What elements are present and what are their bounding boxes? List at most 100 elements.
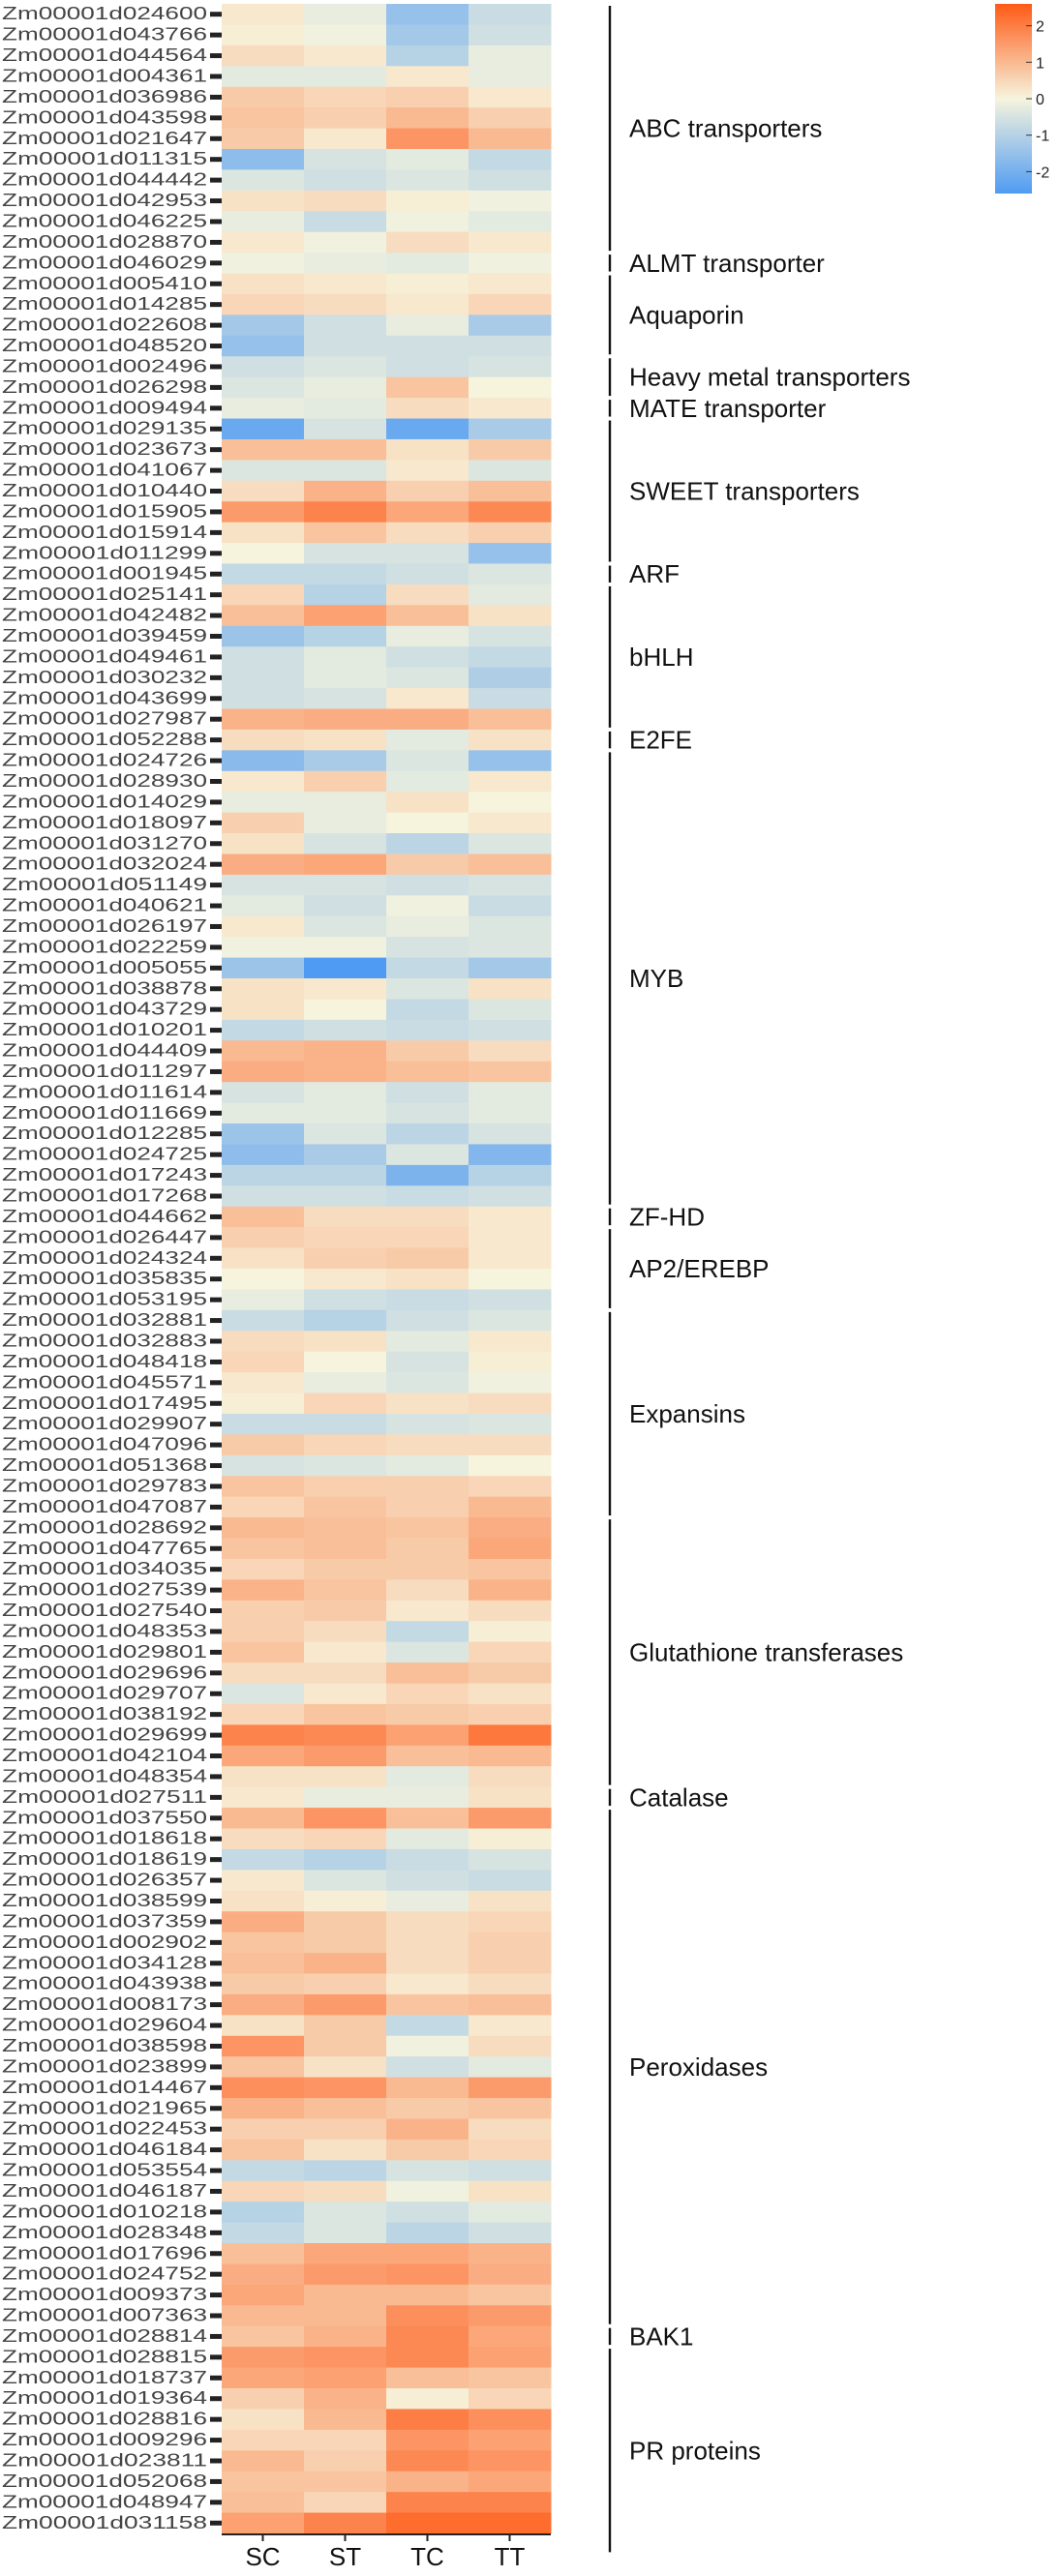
row-label: Zm00001d049461 (2, 645, 207, 666)
heatmap-cell (469, 1870, 552, 1892)
heatmap-cell (469, 1019, 552, 1041)
heatmap-cell (386, 2077, 469, 2099)
row-tick (210, 2106, 222, 2112)
heatmap-cell (304, 1351, 387, 1373)
heatmap-cell (386, 2305, 469, 2327)
heatmap-cell (304, 625, 387, 647)
heatmap-cell (386, 2180, 469, 2202)
heatmap-cell (304, 480, 387, 502)
heatmap-cell (469, 770, 552, 793)
heatmap-cell (386, 605, 469, 627)
row-tick (210, 778, 222, 784)
heatmap-cell (304, 2388, 387, 2410)
heatmap-cell (469, 1600, 552, 1622)
row-tick (210, 883, 222, 888)
heatmap-cell (222, 1227, 305, 1249)
row-label: Zm00001d028692 (2, 1516, 207, 1537)
colorbar-tick-label: -2 (1036, 165, 1049, 181)
heatmap-cell (304, 2015, 387, 2037)
heatmap-cell (304, 770, 387, 793)
heatmap-cell (304, 1621, 387, 1643)
heatmap-cell (469, 2098, 552, 2119)
heatmap-cell (386, 1454, 469, 1477)
heatmap-cell (386, 646, 469, 669)
row-label: Zm00001d047765 (2, 1538, 207, 1558)
row-label: Zm00001d028930 (2, 770, 207, 791)
row-label: Zm00001d038192 (2, 1703, 207, 1723)
heatmap-cell (222, 148, 305, 170)
row-label: Zm00001d029707 (2, 1683, 207, 1703)
row-tick (210, 2313, 222, 2319)
heatmap-cell (304, 999, 387, 1021)
heatmap-cell (386, 563, 469, 585)
heatmap-cell (222, 2056, 305, 2079)
heatmap-cell (304, 1227, 387, 1249)
row-tick (210, 2251, 222, 2257)
heatmap-cell (304, 2056, 387, 2079)
heatmap-cell (222, 2512, 305, 2534)
heatmap-cell (469, 1662, 552, 1685)
heatmap-cell (386, 1890, 469, 1912)
heatmap-cell (222, 2388, 305, 2410)
row-tick (210, 322, 222, 328)
heatmap-cell (386, 2035, 469, 2057)
row-tick (210, 2022, 222, 2028)
heatmap-cell (469, 1082, 552, 1104)
row-tick (210, 1753, 222, 1759)
row-label: Zm00001d046187 (2, 2180, 207, 2201)
heatmap-cell (469, 584, 552, 606)
row-label: Zm00001d046184 (2, 2139, 207, 2159)
row-tick (210, 634, 222, 639)
heatmap-cell (304, 1870, 387, 1892)
heatmap-cell (469, 999, 552, 1021)
heatmap-cell (222, 460, 305, 482)
row-label: Zm00001d027511 (2, 1786, 207, 1807)
heatmap-cell (386, 1372, 469, 1394)
heatmap-cell (304, 2180, 387, 2202)
heatmap-cell (304, 729, 387, 751)
heatmap-cell (386, 895, 469, 917)
heatmap-cell (386, 438, 469, 461)
heatmap-cell (469, 1683, 552, 1705)
heatmap-cell (469, 2202, 552, 2224)
heatmap-cell (304, 2512, 387, 2534)
heatmap-cell (222, 1953, 305, 1974)
heatmap-cell (386, 2492, 469, 2514)
row-tick (210, 2188, 222, 2194)
group-label: SWEET transporters (629, 477, 860, 506)
group-label: ZF-HD (629, 1202, 705, 1231)
heatmap-cell (386, 1538, 469, 1560)
row-tick (210, 592, 222, 598)
heatmap-cell (386, 418, 469, 440)
heatmap-cell (469, 2118, 552, 2141)
heatmap-cell (469, 688, 552, 709)
heatmap-cell (222, 584, 305, 606)
row-tick (210, 1213, 222, 1219)
heatmap-cell (386, 1164, 469, 1186)
group-label: BAK1 (629, 2321, 694, 2351)
heatmap-cell (304, 501, 387, 524)
heatmap-cell (222, 1683, 305, 1705)
row-tick (210, 613, 222, 618)
heatmap-cell (469, 107, 552, 130)
row-tick (210, 74, 222, 79)
heatmap-cell (469, 480, 552, 502)
heatmap-cell (386, 293, 469, 315)
heatmap-cell (222, 1040, 305, 1063)
heatmap-cell (386, 1040, 469, 1063)
heatmap-cell (304, 1331, 387, 1353)
row-label: Zm00001d011669 (2, 1102, 207, 1123)
heatmap-cell (304, 2160, 387, 2182)
row-tick (210, 841, 222, 847)
heatmap-cell (304, 1496, 387, 1518)
heatmap-cell (304, 190, 387, 212)
heatmap-cell (469, 376, 552, 399)
row-tick (210, 1629, 222, 1634)
heatmap-cell (222, 1538, 305, 1560)
row-tick (210, 1712, 222, 1718)
heatmap-cell (469, 1641, 552, 1663)
heatmap-cell (469, 2492, 552, 2514)
heatmap-cell (304, 750, 387, 772)
row-label: Zm00001d011299 (2, 542, 207, 562)
heatmap-cell (222, 2325, 305, 2348)
